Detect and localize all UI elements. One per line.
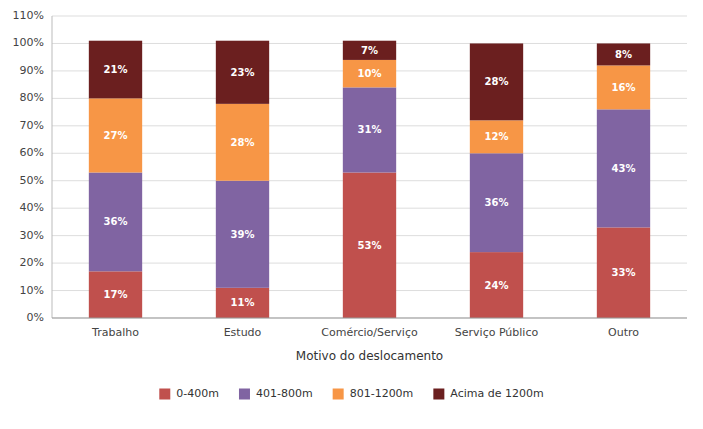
data-label: 11% bbox=[231, 297, 255, 308]
bar-segment bbox=[470, 252, 523, 318]
data-label: 17% bbox=[104, 289, 128, 300]
bar-segment bbox=[597, 227, 650, 318]
legend-swatch bbox=[159, 389, 170, 400]
x-tick-label: Trabalho bbox=[91, 326, 139, 339]
bar-segment bbox=[89, 172, 142, 271]
legend-item: 401-800m bbox=[239, 387, 313, 400]
bar-segment bbox=[597, 65, 650, 109]
legend-label: 401-800m bbox=[256, 387, 313, 400]
bar-segment bbox=[470, 120, 523, 153]
bar-segment bbox=[343, 172, 396, 318]
x-tick-label: Outro bbox=[608, 326, 639, 339]
data-label: 8% bbox=[615, 49, 632, 60]
legend-swatch bbox=[239, 389, 250, 400]
data-label: 27% bbox=[104, 130, 128, 141]
y-tick-label: 90% bbox=[20, 64, 44, 77]
y-tick-label: 100% bbox=[13, 36, 44, 49]
bar-segment bbox=[470, 153, 523, 252]
legend-item: 0-400m bbox=[159, 387, 219, 400]
bar-segment bbox=[216, 41, 269, 104]
y-tick-label: 80% bbox=[20, 91, 44, 104]
bar-segment bbox=[597, 43, 650, 65]
bars bbox=[89, 41, 650, 318]
legend-item: Acima de 1200m bbox=[433, 387, 543, 400]
y-tick-label: 10% bbox=[20, 284, 44, 297]
data-label: 36% bbox=[485, 197, 509, 208]
bar-segment bbox=[216, 181, 269, 288]
bar-segment bbox=[89, 271, 142, 318]
data-label: 21% bbox=[104, 64, 128, 75]
y-tick-label: 110% bbox=[13, 9, 44, 22]
data-label: 33% bbox=[612, 267, 636, 278]
chart: 0% 10% 20% 30% 40% 50% 60% 70% 80% 90% 100% 110% 17%… bbox=[0, 0, 703, 429]
grid-line bbox=[52, 318, 687, 319]
x-axis-line bbox=[52, 318, 687, 319]
y-tick-label: 30% bbox=[20, 229, 44, 242]
y-tick-label: 50% bbox=[20, 174, 44, 187]
data-label: 16% bbox=[612, 82, 636, 93]
x-tick-label: Estudo bbox=[224, 326, 262, 339]
bar-segment bbox=[89, 98, 142, 172]
data-label: 12% bbox=[485, 131, 509, 142]
x-tick-label: Comércio/Serviço bbox=[321, 326, 418, 339]
y-tick-label: 70% bbox=[20, 119, 44, 132]
bar-segment bbox=[597, 109, 650, 227]
y-tick-label: 20% bbox=[20, 256, 44, 269]
legend-label: 801-1200m bbox=[350, 387, 414, 400]
grid-line bbox=[52, 16, 687, 17]
legend: 0-400m 401-800m 801-1200m Acima de 1200m bbox=[159, 387, 543, 400]
bar-segment bbox=[216, 288, 269, 318]
y-tick-label: 0% bbox=[27, 311, 44, 324]
bar-segment bbox=[343, 60, 396, 87]
legend-label: 0-400m bbox=[176, 387, 219, 400]
data-label: 53% bbox=[358, 240, 382, 251]
legend-item: 801-1200m bbox=[333, 387, 414, 400]
data-label: 10% bbox=[358, 68, 382, 79]
legend-swatch bbox=[333, 389, 344, 400]
data-label: 43% bbox=[612, 163, 636, 174]
data-label: 31% bbox=[358, 124, 382, 135]
x-tick-label: Serviço Público bbox=[455, 326, 539, 339]
y-tick-label: 40% bbox=[20, 201, 44, 214]
y-tick-label: 60% bbox=[20, 146, 44, 159]
x-axis-label: Motivo do deslocamento bbox=[296, 349, 443, 363]
data-label: 7% bbox=[361, 45, 378, 56]
bar-segment bbox=[343, 87, 396, 172]
data-label: 23% bbox=[231, 67, 255, 78]
y-grid bbox=[52, 16, 687, 318]
legend-label: Acima de 1200m bbox=[450, 387, 543, 400]
bar-segment bbox=[343, 41, 396, 60]
bar-segment bbox=[470, 43, 523, 120]
data-label: 28% bbox=[485, 76, 509, 87]
bar-segment bbox=[89, 41, 142, 99]
bar-segment bbox=[216, 104, 269, 181]
data-label: 39% bbox=[231, 229, 255, 240]
legend-swatch bbox=[433, 389, 444, 400]
data-label: 28% bbox=[231, 137, 255, 148]
y-axis-line bbox=[52, 16, 53, 318]
data-labels: 17% 11% 53% 24% 33% 36% 39% 31% 36% 43% 27% 28% 10% 1… bbox=[104, 45, 636, 309]
data-label: 36% bbox=[104, 216, 128, 227]
data-label: 24% bbox=[485, 280, 509, 291]
